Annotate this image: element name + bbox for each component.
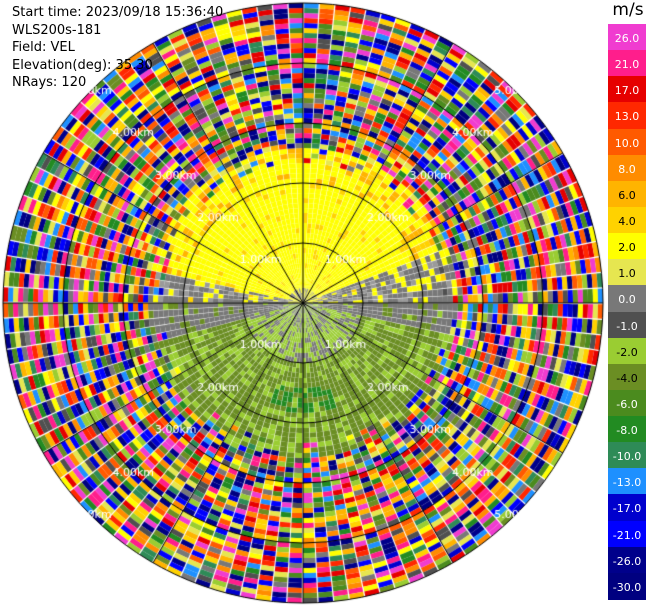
colorbar-segment xyxy=(608,546,646,574)
colorbar-segment xyxy=(608,363,646,391)
colorbar-segment xyxy=(608,337,646,365)
colorbar-tick-label: 10.0 xyxy=(614,136,640,150)
colorbar-tick-label: 17.0 xyxy=(614,84,640,98)
colorbar-segment xyxy=(608,520,646,548)
colorbar-tick-label: 2.0 xyxy=(618,241,636,255)
colorbar-tick-label: -6.0 xyxy=(616,397,638,411)
colorbar-tick-label: -30.0 xyxy=(612,580,642,594)
colorbar-segment xyxy=(608,128,646,156)
colorbar-tick-label: -13.0 xyxy=(612,476,642,490)
colorbar-tick-label: -1.0 xyxy=(616,319,638,333)
colorbar-segment xyxy=(608,180,646,208)
colorbar-segment xyxy=(608,311,646,339)
colorbar-tick-label: 6.0 xyxy=(618,188,636,202)
colorbar-segment xyxy=(608,494,646,522)
colorbar-tick-label: -21.0 xyxy=(612,528,642,542)
scan-info-panel: Start time: 2023/09/18 15:36:40 WLS200s-… xyxy=(12,4,223,92)
start-time-text: Start time: 2023/09/18 15:36:40 xyxy=(12,5,224,20)
colorbar-tick-label: 13.0 xyxy=(614,110,640,124)
colorbar-tick-label: 0.0 xyxy=(618,293,636,307)
colorbar-tick-label: -8.0 xyxy=(616,424,638,438)
colorbar-segment xyxy=(608,416,646,444)
colorbar-tick-label: -10.0 xyxy=(612,450,642,464)
colorbar-tick-label: 21.0 xyxy=(614,58,640,72)
colorbar-tick-label: -2.0 xyxy=(616,345,638,359)
colorbar-tick-label: 8.0 xyxy=(618,162,636,176)
colorbar-segment xyxy=(608,572,646,600)
colorbar-tick-label: -26.0 xyxy=(612,554,642,568)
colorbar-segment xyxy=(608,102,646,130)
instrument-text: WLS200s-181 xyxy=(12,22,102,38)
colorbar-segment xyxy=(608,24,646,51)
colorbar-segment xyxy=(608,50,646,78)
velocity-colorbar: 26.0 21.0 17.0 13.0 10.0 8.0 6.0 4.0 2.0 1.0 0.0 -1… xyxy=(608,24,646,600)
colorbar-tick-label: -4.0 xyxy=(616,371,638,385)
colorbar-segment xyxy=(608,259,646,287)
colorbar-segment xyxy=(608,76,646,104)
colorbar-segment xyxy=(608,154,646,182)
elevation-text: Elevation(deg): 35.30 xyxy=(12,57,153,73)
colorbar-segment xyxy=(608,442,646,470)
colorbar-segment xyxy=(608,285,646,313)
colorbar-tick-label: 4.0 xyxy=(618,214,636,228)
colorbar-segment xyxy=(608,468,646,496)
nrays-text: NRays: 120 xyxy=(12,75,87,90)
colorbar-tick-label: 26.0 xyxy=(614,32,640,45)
colorbar-segment xyxy=(608,233,646,261)
colorbar-tick-label: 1.0 xyxy=(618,267,636,281)
colorbar-tick-label: -17.0 xyxy=(612,502,642,516)
colorbar-unit: m/s xyxy=(612,0,644,20)
colorbar-segment xyxy=(608,206,646,234)
colorbar-segment xyxy=(608,389,646,417)
field-text: Field: VEL xyxy=(12,40,75,55)
